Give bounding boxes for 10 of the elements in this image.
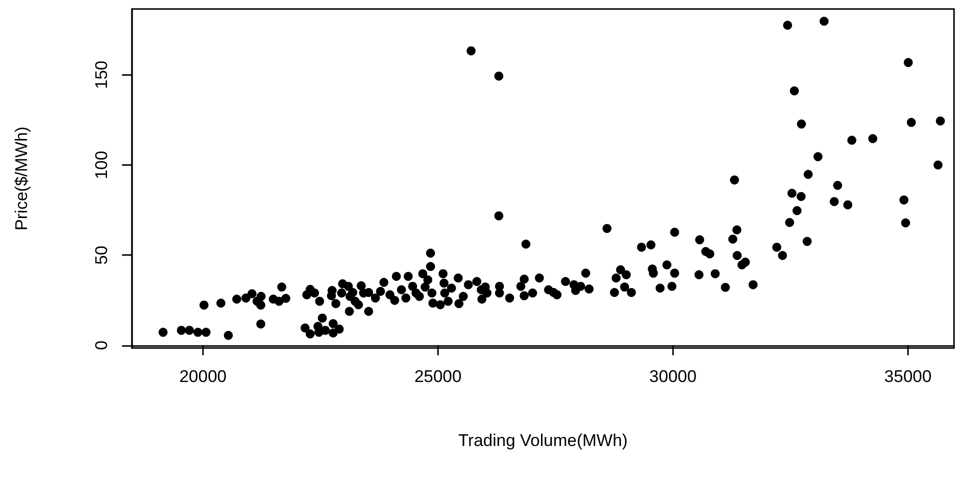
x-tick-label: 25000: [414, 367, 462, 386]
x-tick-label: 20000: [179, 367, 227, 386]
x-tick-label: 30000: [649, 367, 697, 386]
y-tick-label: 150: [92, 60, 111, 90]
x-axis-title: Trading Volume(MWh): [458, 431, 628, 450]
y-axis-title: Price($/MWh): [12, 126, 31, 230]
x-tick-label: 35000: [884, 367, 932, 386]
y-tick-label: 100: [92, 150, 111, 180]
y-tick-label: 0: [92, 340, 111, 350]
y-tick-label: 50: [92, 246, 111, 265]
